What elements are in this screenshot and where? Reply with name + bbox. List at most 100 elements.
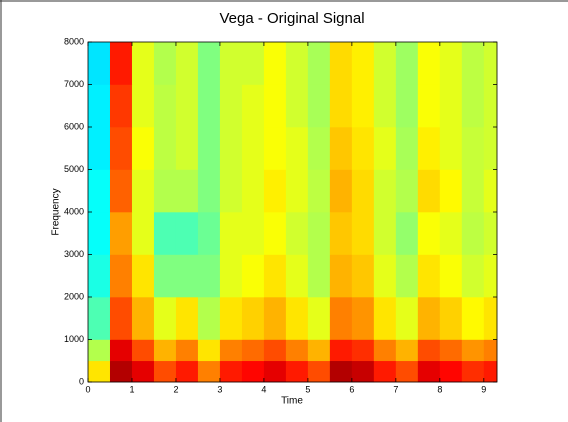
heat-cell xyxy=(109,84,133,128)
heat-cell xyxy=(88,127,111,170)
chart-title: Vega - Original Signal xyxy=(219,10,364,27)
heat-cell xyxy=(175,169,199,213)
x-tick-label: 3 xyxy=(217,384,222,394)
heat-cell xyxy=(285,339,309,362)
heat-cell xyxy=(175,42,199,85)
heat-cell xyxy=(439,84,463,128)
heat-cell xyxy=(88,212,111,255)
heat-cell xyxy=(483,297,498,340)
heat-cell xyxy=(307,84,331,128)
heat-cell xyxy=(219,360,243,383)
heat-cell xyxy=(329,254,353,298)
heat-cell xyxy=(483,42,498,85)
heat-cell xyxy=(373,212,397,255)
x-tick-label: 8 xyxy=(437,384,442,394)
heat-cell xyxy=(153,169,177,213)
heat-cell xyxy=(153,84,177,128)
heat-cell xyxy=(351,84,375,128)
heat-cell xyxy=(109,339,133,362)
heat-cell xyxy=(241,169,265,213)
x-axis-label: Time xyxy=(281,396,303,407)
heat-cell xyxy=(197,339,221,362)
heat-cell xyxy=(263,297,287,340)
heat-cell xyxy=(131,339,155,362)
heat-cell xyxy=(483,339,498,362)
y-tick-label: 0 xyxy=(79,376,84,386)
heat-cell xyxy=(439,360,463,383)
heat-cell xyxy=(373,254,397,298)
heat-cell xyxy=(461,42,485,85)
y-tick-label: 8000 xyxy=(64,36,84,46)
heat-cell xyxy=(263,127,287,170)
heat-cell xyxy=(417,360,441,383)
heat-cell xyxy=(483,212,498,255)
heat-cell xyxy=(417,127,441,170)
heat-cell xyxy=(219,297,243,340)
heat-cell xyxy=(88,42,111,85)
heat-cell xyxy=(307,42,331,85)
heat-cell xyxy=(285,84,309,128)
heat-cell xyxy=(285,212,309,255)
heat-cell xyxy=(109,212,133,255)
heat-cell xyxy=(351,339,375,362)
heat-cell xyxy=(373,169,397,213)
heat-cell xyxy=(373,339,397,362)
heat-cell xyxy=(197,212,221,255)
heat-cell xyxy=(109,297,133,340)
heat-cell xyxy=(483,254,498,298)
heat-cell xyxy=(461,127,485,170)
heat-cell xyxy=(461,169,485,213)
heat-cell xyxy=(439,339,463,362)
heat-cell xyxy=(285,127,309,170)
heat-cell xyxy=(263,254,287,298)
heat-cell xyxy=(219,339,243,362)
heat-cell xyxy=(197,254,221,298)
heat-cell xyxy=(417,339,441,362)
heat-cell xyxy=(461,212,485,255)
y-tick-label: 4000 xyxy=(64,206,84,216)
heat-cell xyxy=(351,127,375,170)
heat-cell xyxy=(263,169,287,213)
y-tick-label: 6000 xyxy=(64,121,84,131)
heat-cell xyxy=(461,84,485,128)
x-tick-label: 2 xyxy=(173,384,178,394)
heat-cell xyxy=(109,360,133,383)
heat-cell xyxy=(88,169,111,213)
heat-cell xyxy=(175,360,199,383)
heat-cell xyxy=(109,42,133,85)
heat-cell xyxy=(351,212,375,255)
heat-cell xyxy=(175,254,199,298)
heat-cell xyxy=(373,297,397,340)
heat-cell xyxy=(461,297,485,340)
heat-cell xyxy=(395,42,419,85)
heat-cell xyxy=(483,127,498,170)
heat-cell xyxy=(285,297,309,340)
heat-cell xyxy=(88,84,111,128)
heat-cell xyxy=(373,360,397,383)
heat-cell xyxy=(153,42,177,85)
heat-cell xyxy=(197,84,221,128)
heat-cell xyxy=(439,212,463,255)
heat-cell xyxy=(88,360,111,383)
heat-cell xyxy=(197,169,221,213)
heat-cell xyxy=(263,360,287,383)
heat-cell xyxy=(153,297,177,340)
heat-cell xyxy=(88,254,111,298)
heat-cell xyxy=(351,169,375,213)
heat-cell xyxy=(241,339,265,362)
heat-cell xyxy=(329,212,353,255)
heat-cell xyxy=(219,84,243,128)
heat-cell xyxy=(175,84,199,128)
heat-cell xyxy=(329,84,353,128)
x-tick-label: 5 xyxy=(305,384,310,394)
heat-cell xyxy=(197,127,221,170)
heat-cell xyxy=(417,254,441,298)
heat-cell xyxy=(329,42,353,85)
heat-cell xyxy=(219,42,243,85)
heat-cell xyxy=(131,254,155,298)
heat-cell xyxy=(263,339,287,362)
heat-cell xyxy=(153,254,177,298)
heat-cell xyxy=(307,212,331,255)
heat-cell xyxy=(461,360,485,383)
heat-cell xyxy=(153,339,177,362)
